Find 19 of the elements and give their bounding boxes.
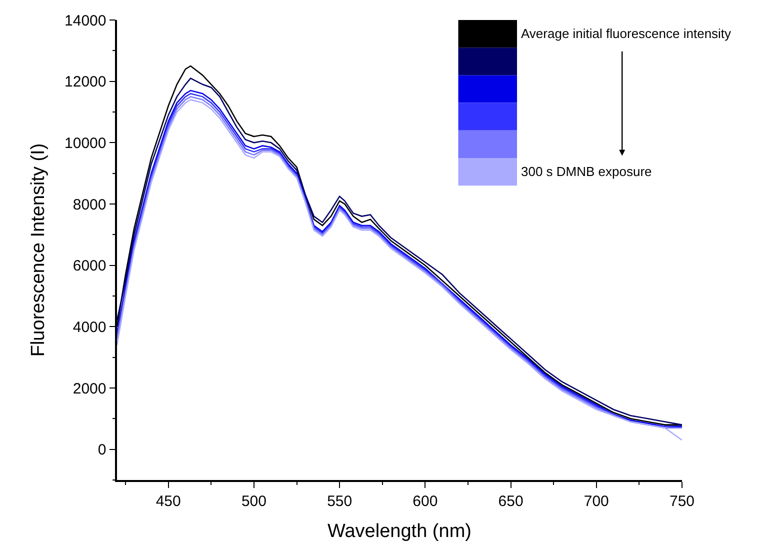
x-axis-title: Wavelength (nm) <box>328 521 472 542</box>
y-tick-label: 2000 <box>72 380 106 398</box>
y-tick-label: 12000 <box>64 74 106 91</box>
x-tick-label: 550 <box>327 492 352 510</box>
x-tick-label: 600 <box>412 492 438 510</box>
y-tick-label: 6000 <box>72 258 106 275</box>
x-tick-label: 500 <box>241 492 266 510</box>
x-tick-label: 700 <box>584 492 609 510</box>
y-tick-label: 8000 <box>72 196 106 214</box>
y-tick-label: 4000 <box>72 318 106 336</box>
x-tick-label: 450 <box>156 492 181 510</box>
x-tick-label: 650 <box>498 492 524 510</box>
y-tick-label: 0 <box>98 442 106 459</box>
legend-label: 300 s DMNB exposure <box>521 164 652 179</box>
y-tick-label: 10000 <box>64 134 106 152</box>
y-axis-title: Fluorescence Intensity (I) <box>28 143 49 357</box>
y-tick-label: 14000 <box>64 12 106 30</box>
legend-label: Average initial fluorescence intensity <box>521 26 732 41</box>
x-tick-label: 750 <box>669 492 695 510</box>
